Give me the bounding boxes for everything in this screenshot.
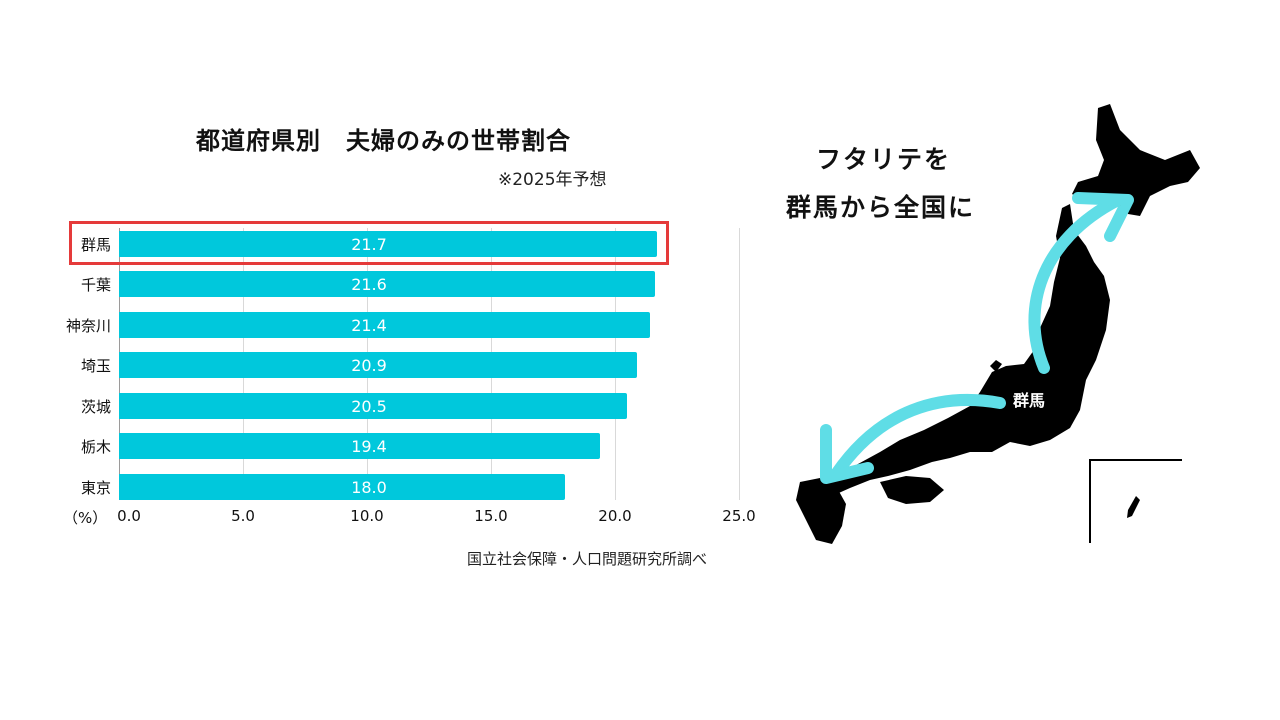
x-tick-label: 10.0 — [350, 507, 384, 525]
bar — [119, 271, 655, 297]
bar-value-label: 18.0 — [351, 478, 387, 497]
bar — [119, 312, 650, 338]
bar-row: 埼玉 20.9 — [81, 352, 739, 378]
bar-value-label: 21.4 — [351, 316, 387, 335]
bar-row: 千葉 21.6 — [81, 271, 739, 297]
bar — [119, 433, 601, 459]
source-note: 国立社会保障・人口問題研究所調べ — [467, 550, 708, 568]
bar-row: 東京 18.0 — [81, 474, 739, 500]
gridline — [739, 228, 740, 500]
x-tick-label: 25.0 — [722, 507, 756, 525]
bar-value-label: 21.7 — [351, 235, 387, 254]
bar-value-label: 20.5 — [351, 397, 387, 416]
bar — [119, 231, 658, 257]
category-label: 群馬 — [80, 236, 111, 254]
category-label: 埼玉 — [80, 357, 111, 375]
x-tick-label: 0.0 — [117, 507, 141, 525]
map-heading-line1: フタリテを — [816, 145, 952, 174]
bar-row: 栃木 19.4 — [81, 433, 739, 459]
category-label: 東京 — [80, 479, 111, 497]
bar-row: 群馬 21.7 — [81, 231, 739, 257]
category-label: 茨城 — [80, 398, 111, 416]
bar-value-label: 20.9 — [351, 356, 387, 375]
x-tick-label: 20.0 — [598, 507, 632, 525]
bar-row: 茨城 20.5 — [81, 393, 739, 419]
x-axis-ticks: 0.0 5.0 10.0 15.0 20.0 25.0 — [117, 507, 759, 527]
category-label: 千葉 — [80, 276, 111, 294]
bar-row: 神奈川 21.4 — [66, 312, 739, 338]
bar — [119, 352, 638, 378]
bar-value-label: 21.6 — [351, 275, 387, 294]
map-label-gunma: 群馬 — [1013, 391, 1046, 410]
x-axis-unit-label: （%） — [63, 509, 108, 527]
x-tick-label: 5.0 — [231, 507, 255, 525]
x-tick-label: 15.0 — [474, 507, 508, 525]
bar-value-label: 19.4 — [351, 437, 387, 456]
bar — [119, 474, 566, 500]
chart-title: 都道府県別 夫婦のみの世帯割合 — [196, 127, 571, 155]
category-label: 神奈川 — [65, 317, 111, 335]
plot-area: 群馬 21.7 千葉 21.6 神奈川 21.4 埼玉 20.9 茨城 20.5 栃木 19.4 東京 1… — [66, 228, 740, 500]
category-label: 栃木 — [80, 438, 111, 456]
bar — [119, 393, 628, 419]
highlight-box — [69, 221, 669, 265]
chart-subtitle: ※2025年予想 — [498, 170, 607, 190]
map-heading-line2: 群馬から全国に — [786, 193, 976, 222]
